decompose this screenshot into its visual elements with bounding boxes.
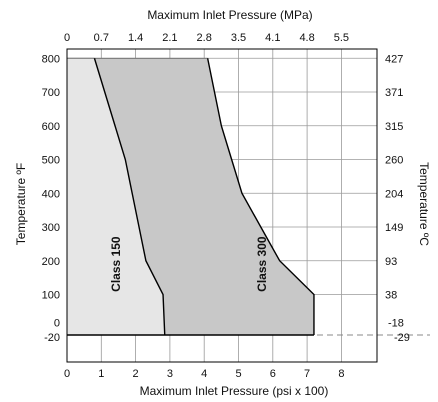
region-label-class-150: Class 150 [109,236,123,292]
x-bottom-tick-label: 6 [270,368,276,380]
y-right-tick-label: 204 [385,188,403,200]
region-labels: Class 150 Class 300 [109,236,269,292]
y-right-tick-label: 38 [385,290,397,302]
y-right-tick-label: 260 [385,155,403,167]
x-bottom-axis-title: Maximum Inlet Pressure (psi x 100) [140,384,329,398]
x-bottom-tick-label: 4 [201,368,207,380]
boundary-class-150 [93,58,166,336]
x-top-tick-label: 4.1 [265,32,280,44]
y-left-tick-label: 300 [42,222,60,234]
y-left-tick-label: 400 [42,188,60,200]
y-left-tick-label: 700 [42,87,60,99]
y-left-tick-label: 800 [42,53,60,65]
y-left-tick-label: 0 [54,317,60,329]
y-right-tick-label: 149 [385,222,403,234]
tick-labels: 0 1 2 3 4 5 6 7 8 0 0.7 1.4 2.1 2.8 3.5 4.1 4.8 5.5 -20 0 10… [42,32,410,380]
y-left-tick-label: 500 [42,155,60,167]
y-right-tick-label: -18 [388,317,404,329]
plot-frame [66,48,378,363]
x-top-axis-title: Maximum Inlet Pressure (MPa) [147,8,312,22]
rating-areas [67,57,315,336]
boundary-class-300 [206,58,315,335]
x-bottom-tick-label: 0 [64,368,70,380]
x-top-tick-label: 0.7 [94,32,109,44]
y-left-tick-label: 600 [42,121,60,133]
x-bottom-tick-label: 3 [167,368,173,380]
y-left-axis-title: Temperature ºF [14,163,28,245]
y-left-tick-label: 100 [42,290,60,302]
x-top-tick-label: 2.1 [162,32,177,44]
x-bottom-tick-label: 7 [304,368,310,380]
area-class-150 [67,58,165,335]
y-left-tick-label: 200 [42,256,60,268]
y-right-tick-label: 371 [385,87,403,99]
y-right-tick-label: 93 [385,256,397,268]
y-right-tick-label: -29 [394,332,410,344]
y-right-tick-label: 427 [385,53,403,65]
x-top-tick-label: 1.4 [128,32,143,44]
x-bottom-tick-label: 2 [133,368,139,380]
y-right-axis-title: Temperature ºC [417,162,431,246]
region-label-class-300: Class 300 [255,236,269,292]
x-top-tick-label: 2.8 [197,32,212,44]
x-bottom-tick-label: 8 [338,368,344,380]
y-left-tick-label: -20 [44,332,60,344]
x-top-tick-label: 4.8 [299,32,314,44]
x-top-tick-label: 0 [64,32,70,44]
x-bottom-tick-label: 5 [235,368,241,380]
y-right-tick-label: 315 [385,121,403,133]
x-bottom-tick-label: 1 [98,368,104,380]
x-top-tick-label: 5.5 [334,32,349,44]
x-top-tick-label: 3.5 [231,32,246,44]
